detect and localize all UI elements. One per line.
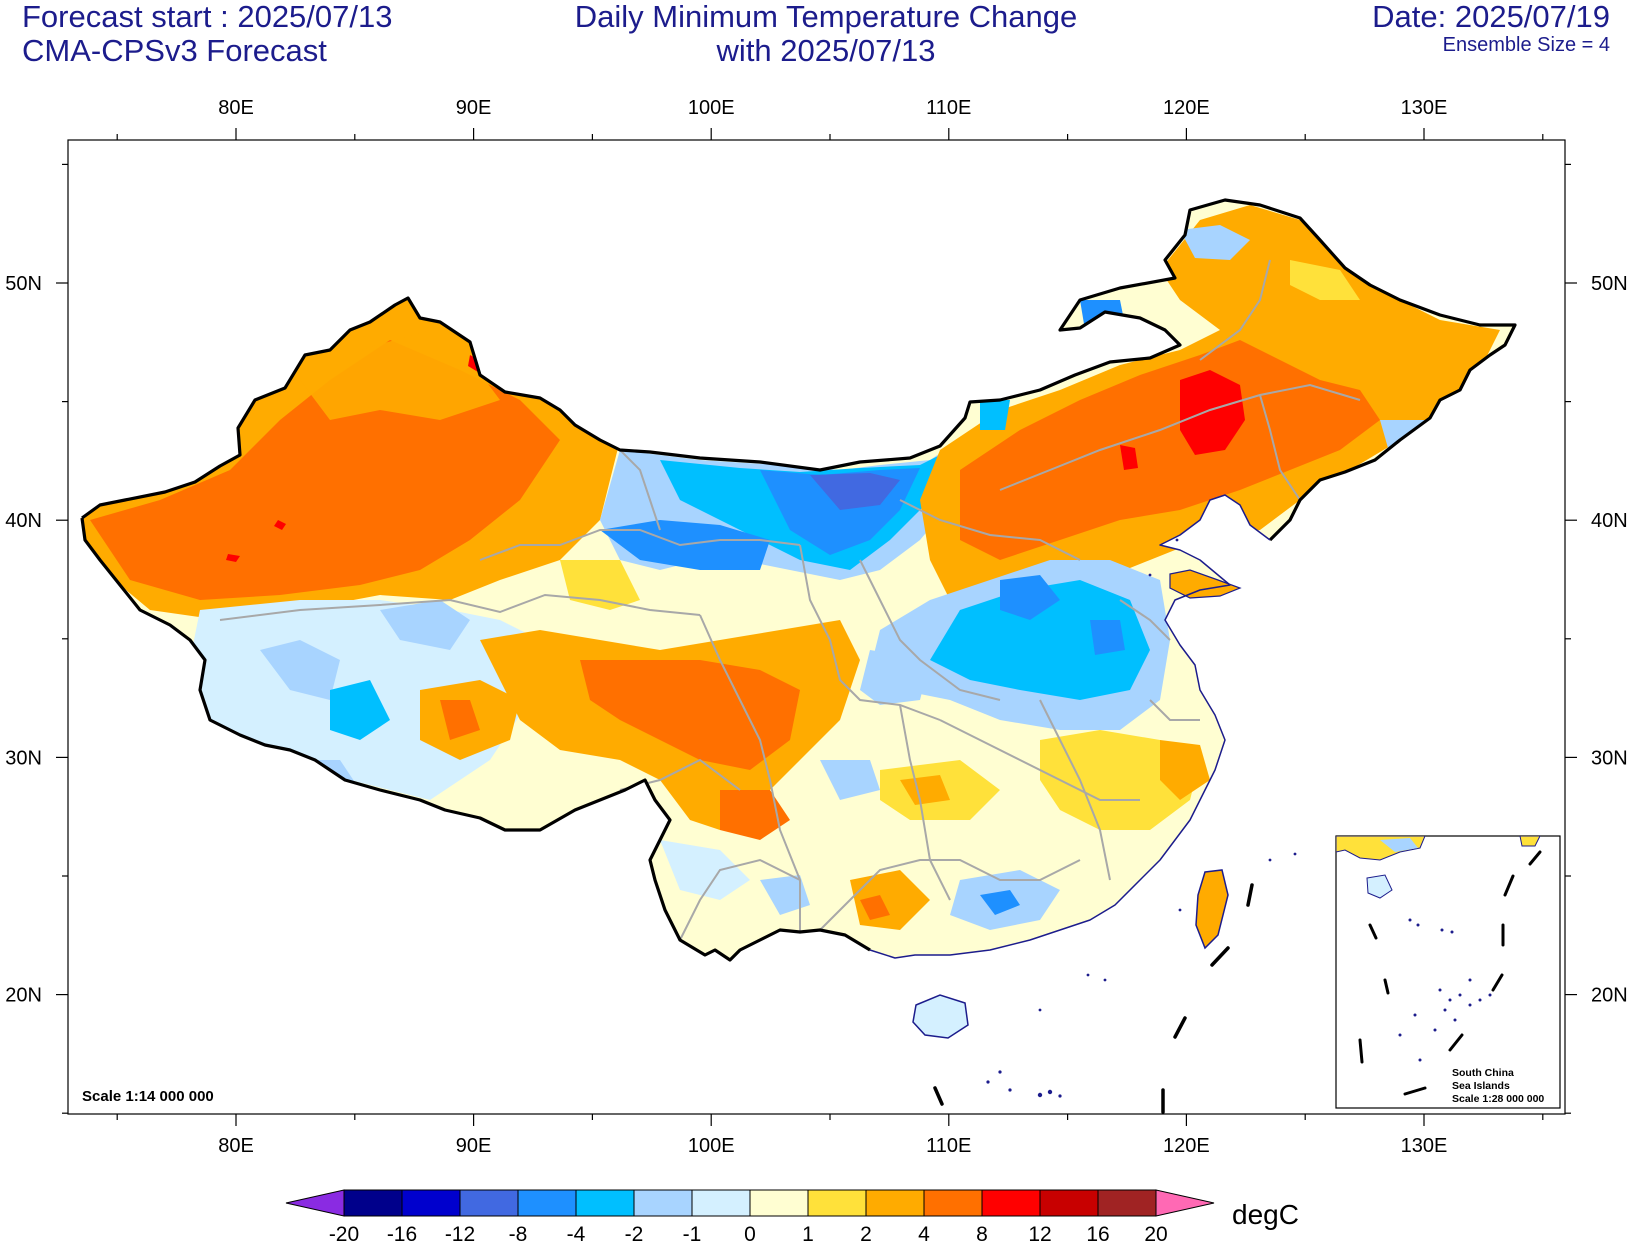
model-name-label: CMA-CPSv3 Forecast [22, 33, 327, 68]
lon-label-top: 120E [1163, 97, 1210, 119]
lon-label-bottom: 110E [926, 1135, 971, 1157]
south-sea-islands [986, 538, 1297, 1098]
lon-label-bottom: 130E [1401, 1135, 1448, 1157]
colorbar-box [923, 1189, 983, 1217]
colorbar-box [807, 1189, 867, 1217]
colorbar-label: 12 [1028, 1223, 1051, 1241]
hainan-island [912, 994, 969, 1039]
colorbar-label: -2 [625, 1223, 644, 1241]
lat-label-left: 40N [5, 510, 42, 532]
lat-label-right: 30N [1591, 747, 1628, 769]
colorbar-label: -4 [567, 1223, 586, 1241]
map-subtitle: with 2025/07/13 [716, 33, 936, 68]
colorbar-low-triangle [285, 1189, 345, 1217]
nine-dash-line [933, 883, 1254, 1114]
colorbar-box [633, 1189, 693, 1217]
valid-date-label: Date: 2025/07/19 [1372, 0, 1610, 34]
lon-label-top: 90E [456, 97, 492, 119]
lon-label-bottom: 120E [1163, 1135, 1210, 1157]
forecast-start-label: Forecast start : 2025/07/13 [22, 0, 393, 34]
lat-label-left: 50N [5, 273, 42, 295]
colorbar-label: -1 [683, 1223, 702, 1241]
colorbar-box [981, 1189, 1041, 1217]
china-land-border [81, 198, 1517, 542]
map-axes: 80E 80E 90E 90E 100E 100E 110E 110E 120E 120E 130E… [5, 97, 1627, 1157]
lat-label-right: 50N [1591, 273, 1628, 295]
colorbar-label: -16 [387, 1223, 417, 1241]
colorbar-box [459, 1189, 519, 1217]
inset-title-line2: Sea Islands [1452, 1080, 1510, 1092]
colorbar-box [1039, 1189, 1099, 1217]
lon-label-top: 100E [688, 97, 735, 119]
colorbar-high-triangle [1155, 1189, 1215, 1217]
colorbar-label: -8 [509, 1223, 528, 1241]
colorbar-label: 4 [918, 1223, 930, 1241]
ensemble-size-label: Ensemble Size = 4 [1442, 34, 1610, 56]
lon-label-top: 110E [926, 97, 971, 119]
lat-label-left: 20N [5, 985, 42, 1007]
inset-scale-label: Scale 1:28 000 000 [1452, 1093, 1544, 1105]
taiwan-island [1195, 869, 1229, 950]
lat-label-left: 30N [5, 747, 42, 769]
colorbar-box [1097, 1189, 1157, 1217]
map-title: Daily Minimum Temperature Change [574, 0, 1078, 34]
colorbar-label: -20 [329, 1223, 359, 1241]
colorbar-label: 8 [976, 1223, 988, 1241]
colorbar-label: 20 [1144, 1223, 1167, 1241]
colorbar-box [749, 1189, 809, 1217]
colorbar-unit-label: degC [1232, 1199, 1299, 1230]
lon-label-top: 130E [1401, 97, 1448, 119]
shandong-peninsula [1169, 569, 1242, 599]
lon-label-bottom: 90E [456, 1135, 492, 1157]
china-coastline [869, 494, 1271, 959]
colorbar: -20 -16 -12 -8 -4 -2 -1 0 1 2 4 8 12 16 20 [285, 1189, 1215, 1241]
lat-label-right: 40N [1591, 510, 1628, 532]
colorbar-label: 16 [1086, 1223, 1109, 1241]
colorbar-box [401, 1189, 461, 1217]
colorbar-box [517, 1189, 577, 1217]
colorbar-box [343, 1189, 403, 1217]
lon-label-bottom: 80E [218, 1135, 254, 1157]
colorbar-box [575, 1189, 635, 1217]
province-boundaries [219, 259, 1361, 941]
lon-label-bottom: 100E [688, 1135, 735, 1157]
colorbar-label: -12 [445, 1223, 475, 1241]
lat-label-right: 20N [1591, 985, 1628, 1007]
colorbar-box [691, 1189, 751, 1217]
south-china-sea-inset: South China Sea Islands Scale 1:28 000 0… [1335, 835, 1561, 1109]
lon-label-top: 80E [218, 97, 254, 119]
china-southwest-border [80, 517, 871, 962]
colorbar-label: 1 [802, 1223, 814, 1241]
colorbar-label: 2 [860, 1223, 872, 1241]
inset-title-line1: South China [1452, 1067, 1514, 1079]
main-map-scale-label: Scale 1:14 000 000 [82, 1088, 214, 1105]
colorbar-label: 0 [744, 1223, 756, 1241]
colorbar-box [865, 1189, 925, 1217]
